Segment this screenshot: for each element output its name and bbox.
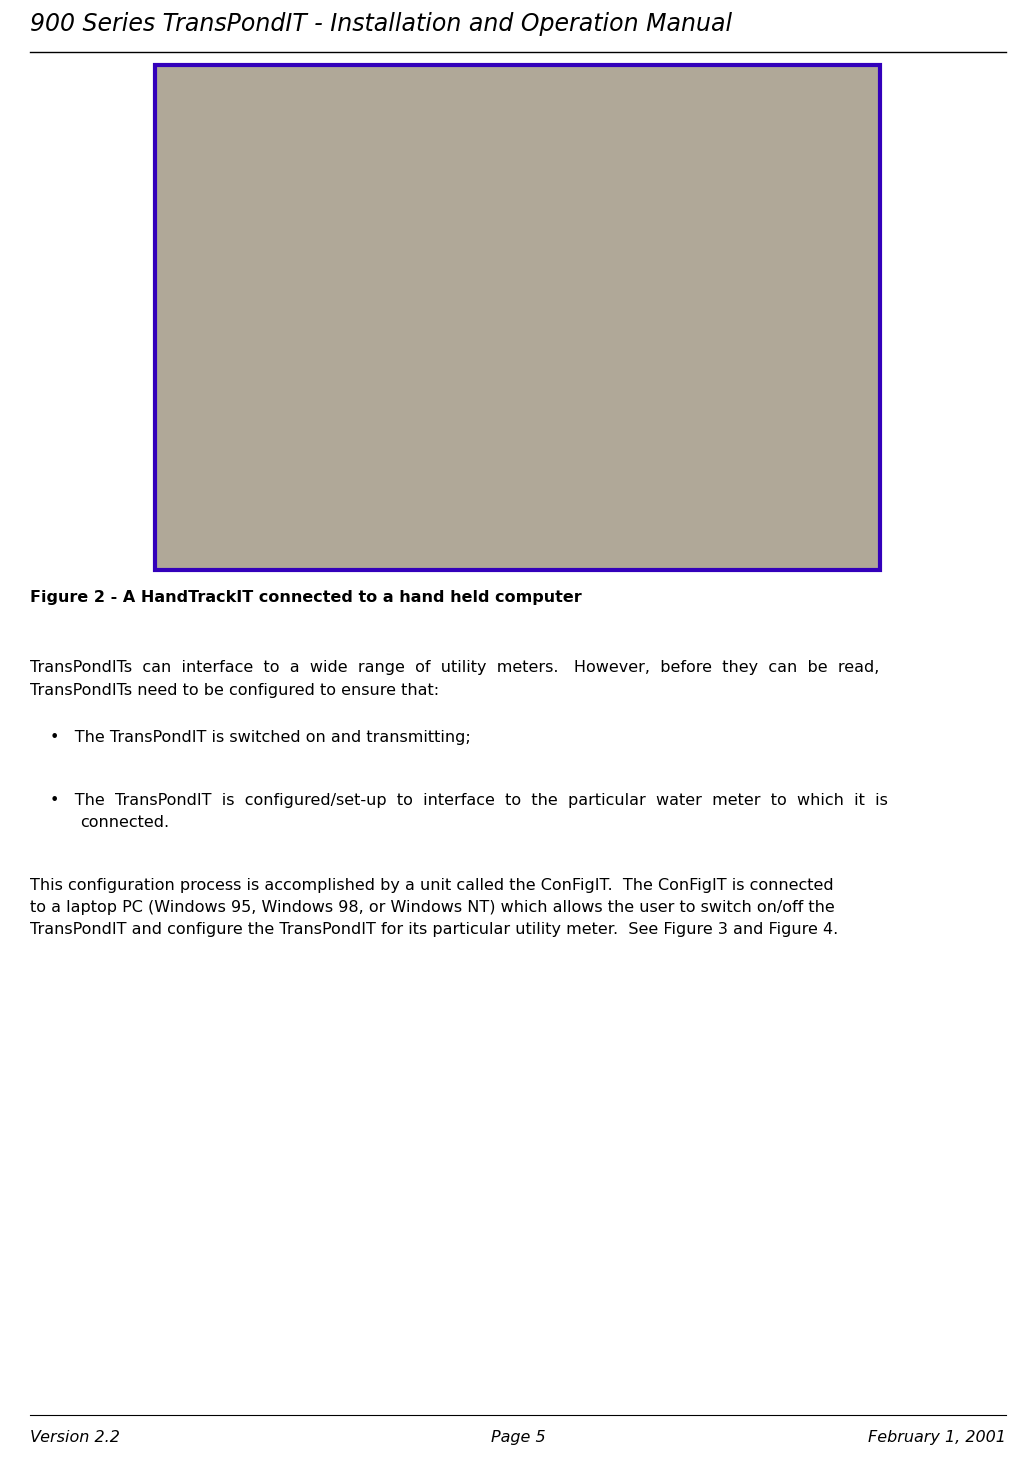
Text: •   The TransPondIT is switched on and transmitting;: • The TransPondIT is switched on and tra… [50,730,470,745]
Text: to a laptop PC (Windows 95, Windows 98, or Windows NT) which allows the user to : to a laptop PC (Windows 95, Windows 98, … [30,900,835,915]
Text: February 1, 2001: February 1, 2001 [868,1429,1006,1445]
Text: TransPondITs need to be configured to ensure that:: TransPondITs need to be configured to en… [30,683,439,698]
Text: TransPondITs  can  interface  to  a  wide  range  of  utility  meters.   However: TransPondITs can interface to a wide ran… [30,660,880,675]
Text: TransPondIT and configure the TransPondIT for its particular utility meter.  See: TransPondIT and configure the TransPondI… [30,922,838,937]
Text: 900 Series TransPondIT - Installation and Operation Manual: 900 Series TransPondIT - Installation an… [30,12,732,36]
Text: Page 5: Page 5 [491,1429,545,1445]
Text: •   The  TransPondIT  is  configured/set-up  to  interface  to  the  particular : • The TransPondIT is configured/set-up t… [50,793,888,809]
Text: This configuration process is accomplished by a unit called the ConFigIT.  The C: This configuration process is accomplish… [30,879,834,893]
Text: Figure 2 - A HandTrackIT connected to a hand held computer: Figure 2 - A HandTrackIT connected to a … [30,590,582,605]
Text: Version 2.2: Version 2.2 [30,1429,120,1445]
Bar [155,66,880,570]
Text: connected.: connected. [80,814,169,830]
